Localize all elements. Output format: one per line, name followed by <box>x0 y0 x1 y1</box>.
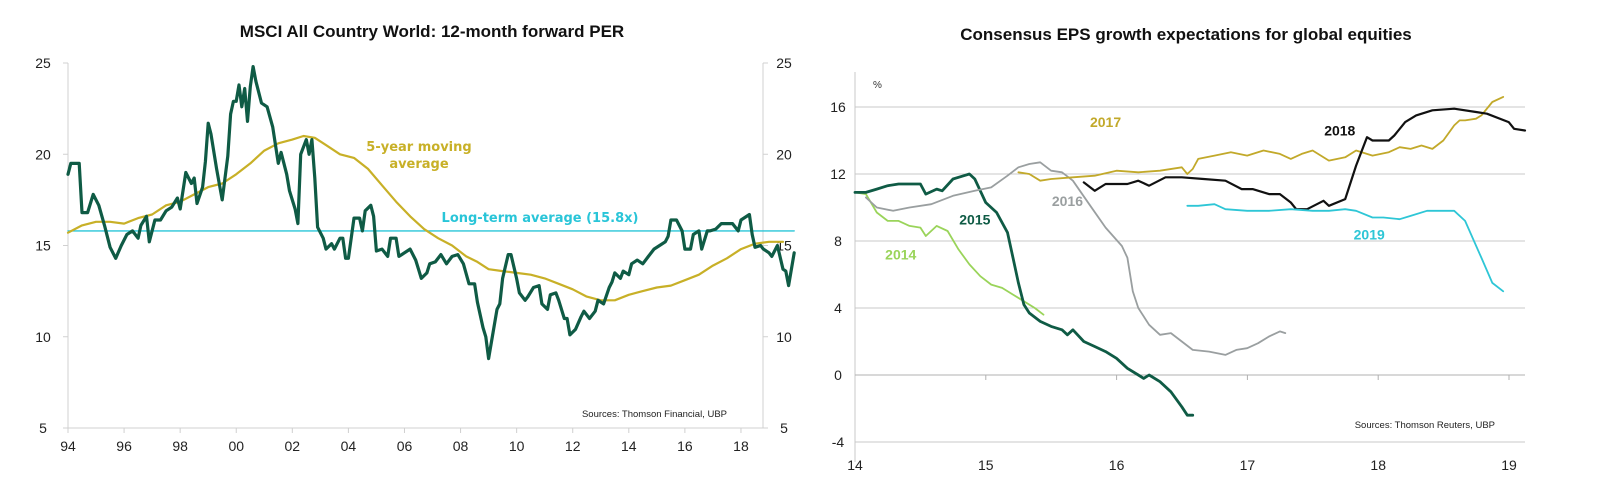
x-tick-label: 14 <box>621 438 637 454</box>
series-label-2015: 2015 <box>959 211 990 227</box>
x-tick-label: 19 <box>1501 457 1517 473</box>
y-tick-label-right: 20 <box>776 146 792 162</box>
per-chart-title: MSCI All Country World: 12-month forward… <box>240 22 624 41</box>
series-line-5-year-moving-average <box>66 134 785 302</box>
x-tick-label: 98 <box>172 438 188 454</box>
per-chart-annotations: 5-year moving average Long-term average … <box>366 140 638 226</box>
x-tick-label: 12 <box>565 438 581 454</box>
y-tick-label-right: 25 <box>776 55 792 71</box>
x-tick-label: 14 <box>847 457 863 473</box>
series-line-2015 <box>853 172 1195 417</box>
eps-chart-axes: -4 0 4 8 12 16 14 15 16 17 18 19 <box>830 72 1525 473</box>
series-line-2016 <box>865 161 1287 356</box>
y-tick-label: 16 <box>830 99 846 115</box>
series-line-2017 <box>1017 96 1505 182</box>
x-tick-label: 16 <box>677 438 693 454</box>
x-tick-label: 10 <box>509 438 525 454</box>
series-label-2017: 2017 <box>1090 114 1121 130</box>
series-label-2018: 2018 <box>1324 122 1355 138</box>
y-tick-label-left: 10 <box>35 329 51 345</box>
series-line-12-month-forward-per <box>66 65 796 361</box>
y-tick-label: 4 <box>834 300 842 316</box>
x-tick-label: 16 <box>1109 457 1125 473</box>
y-tick-label-right: 5 <box>780 420 788 436</box>
eps-chart-source: Sources: Thomson Reuters, UBP <box>1355 420 1495 431</box>
y-tick-label-right: 10 <box>776 329 792 345</box>
series-line-2019 <box>1186 203 1505 293</box>
x-tick-label: 04 <box>341 438 357 454</box>
moving-average-label-line1: 5-year moving <box>366 140 471 155</box>
y-tick-label: 8 <box>834 233 842 249</box>
y-tick-label: 12 <box>830 166 846 182</box>
series-line-2018 <box>1082 107 1527 211</box>
eps-chart-series-labels: 2014 2015 2016 2017 2018 2019 <box>885 114 1385 262</box>
series-label-2014: 2014 <box>885 246 916 262</box>
per-chart-source: Sources: Thomson Financial, UBP <box>582 409 727 420</box>
y-tick-label: 0 <box>834 367 842 383</box>
eps-chart-series <box>853 96 1527 417</box>
eps-chart-title: Consensus EPS growth expectations for gl… <box>960 25 1412 44</box>
series-label-2016: 2016 <box>1052 193 1083 209</box>
x-tick-label: 94 <box>60 438 76 454</box>
x-tick-label: 18 <box>1370 457 1386 473</box>
series-label-2019: 2019 <box>1354 226 1385 242</box>
eps-chart-unit: % <box>873 80 882 91</box>
y-tick-label: -4 <box>832 434 845 450</box>
y-tick-label-left: 20 <box>35 146 51 162</box>
x-tick-label: 96 <box>116 438 132 454</box>
x-tick-label: 06 <box>397 438 413 454</box>
moving-average-label-line2: average <box>389 157 449 172</box>
x-tick-label: 08 <box>453 438 469 454</box>
y-tick-label-left: 5 <box>39 420 47 436</box>
x-tick-label: 17 <box>1240 457 1256 473</box>
y-tick-label-left: 25 <box>35 55 51 71</box>
x-tick-label: 15 <box>978 457 994 473</box>
eps-chart: Consensus EPS growth expectations for gl… <box>830 25 1527 473</box>
x-tick-label: 00 <box>228 438 244 454</box>
y-tick-label-left: 15 <box>35 238 51 254</box>
long-term-average-label: Long-term average (15.8x) <box>442 211 639 226</box>
x-tick-label: 18 <box>733 438 749 454</box>
series-line-2014 <box>854 191 1045 316</box>
x-tick-label: 02 <box>285 438 301 454</box>
per-chart-series <box>66 65 796 361</box>
per-chart: MSCI All Country World: 12-month forward… <box>35 22 796 454</box>
